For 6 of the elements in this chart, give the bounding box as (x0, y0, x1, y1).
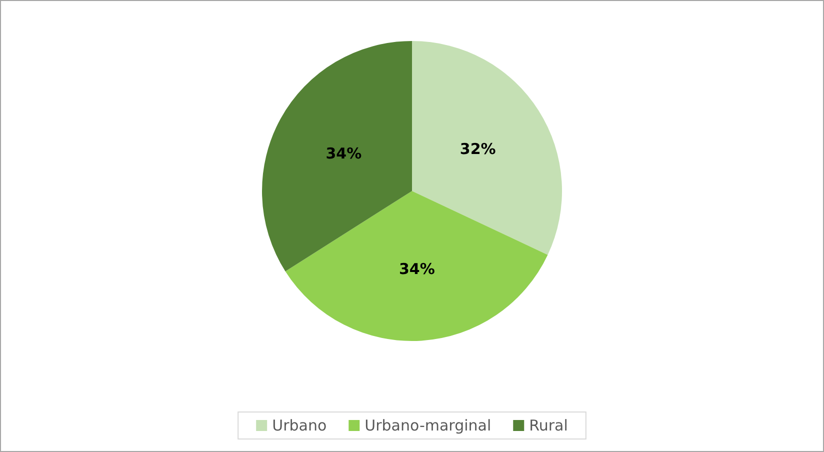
data-label: 34% (326, 144, 362, 162)
legend-label: Rural (529, 416, 568, 434)
legend-label: Urbano (272, 416, 327, 434)
data-label: 34% (398, 260, 435, 278)
data-label: 32% (460, 140, 496, 158)
legend-label: Urbano-marginal (364, 416, 492, 434)
